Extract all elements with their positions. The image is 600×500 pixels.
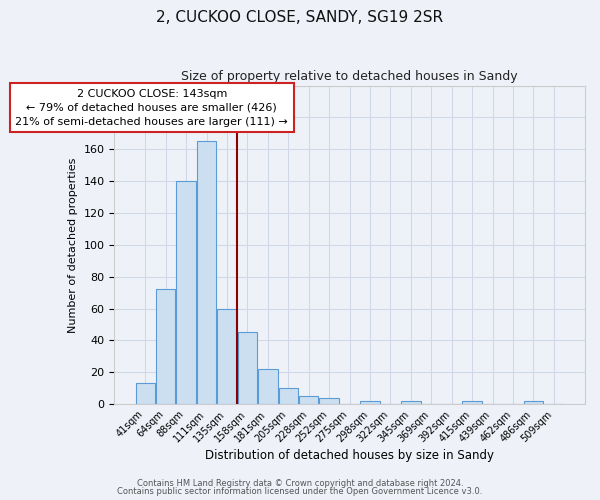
Text: 2 CUCKOO CLOSE: 143sqm
← 79% of detached houses are smaller (426)
21% of semi-de: 2 CUCKOO CLOSE: 143sqm ← 79% of detached… (16, 88, 288, 126)
Bar (238, 332, 257, 404)
Bar (299, 396, 319, 404)
Y-axis label: Number of detached properties: Number of detached properties (68, 157, 78, 332)
X-axis label: Distribution of detached houses by size in Sandy: Distribution of detached houses by size … (205, 450, 494, 462)
Bar (176, 181, 196, 404)
Text: Contains public sector information licensed under the Open Government Licence v3: Contains public sector information licen… (118, 487, 482, 496)
Bar (217, 308, 237, 404)
Title: Size of property relative to detached houses in Sandy: Size of property relative to detached ho… (181, 70, 518, 83)
Text: 2, CUCKOO CLOSE, SANDY, SG19 2SR: 2, CUCKOO CLOSE, SANDY, SG19 2SR (157, 10, 443, 25)
Bar (197, 142, 216, 404)
Text: Contains HM Land Registry data © Crown copyright and database right 2024.: Contains HM Land Registry data © Crown c… (137, 478, 463, 488)
Bar (258, 369, 278, 404)
Bar (319, 398, 339, 404)
Bar (156, 290, 175, 404)
Bar (136, 384, 155, 404)
Bar (401, 401, 421, 404)
Bar (524, 401, 543, 404)
Bar (361, 401, 380, 404)
Bar (463, 401, 482, 404)
Bar (278, 388, 298, 404)
